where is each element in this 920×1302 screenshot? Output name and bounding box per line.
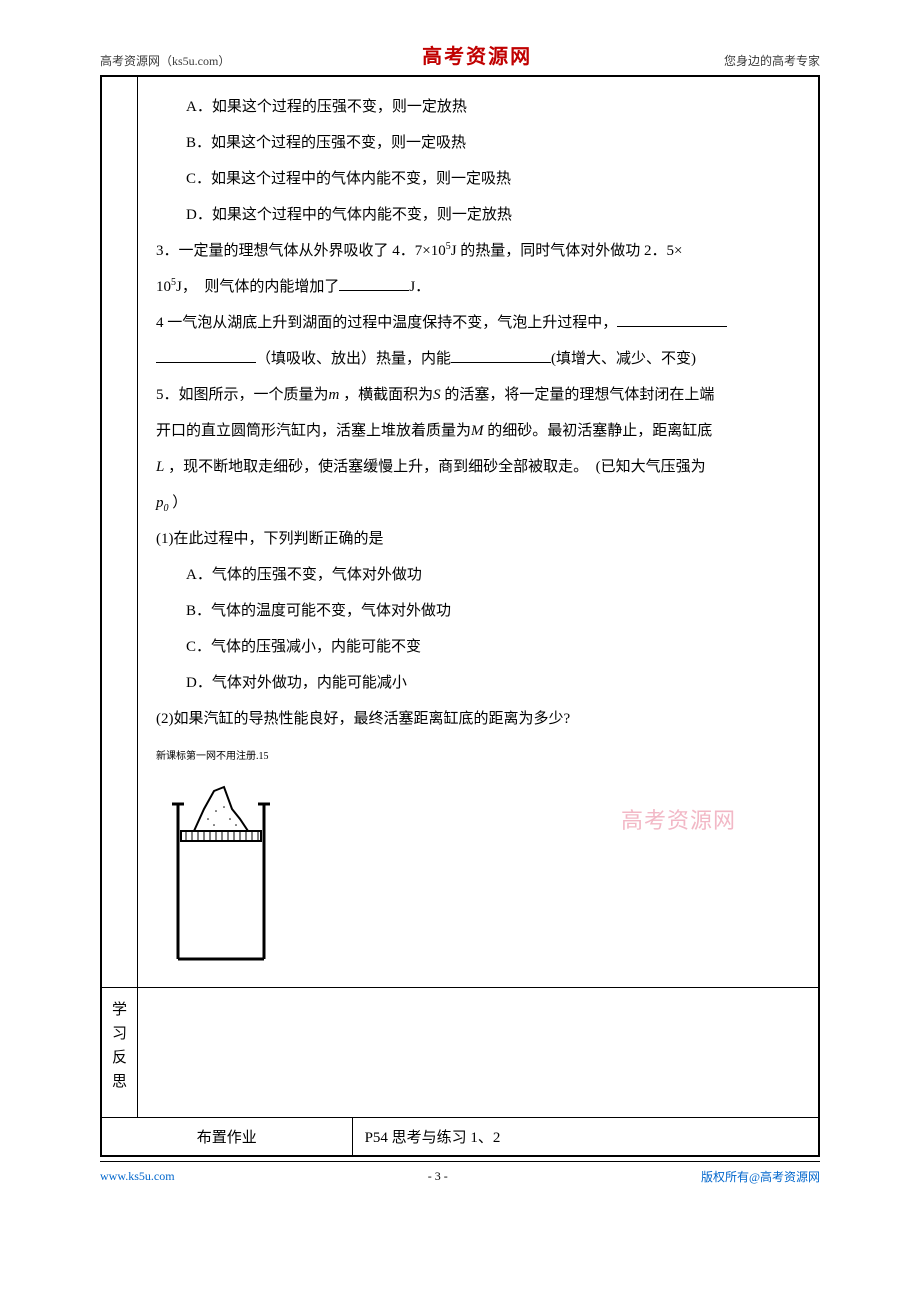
reflection-char-3: 反 (108, 1046, 131, 1070)
content-row: A．如果这个过程的压强不变，则一定放热 B．如果这个过程的压强不变，则一定吸热 … (102, 77, 819, 988)
reflection-char-4: 思 (108, 1070, 131, 1094)
q3-unit-1: J 的热量，同时气体对外做功 2．5× (451, 243, 683, 259)
q5-var-m: m (329, 387, 340, 403)
header-left-text: 高考资源网（ks5u.com） (100, 52, 230, 69)
question-5-sub1: (1)在此过程中，下列判断正确的是 (156, 521, 800, 557)
q3-text-1: 3．一定量的理想气体从外界吸收了 4．7×10 (156, 243, 446, 259)
q5-var-p0sub: 0 (164, 503, 169, 514)
q5-l2a: 开口的直立圆筒形汽缸内，活塞上堆放着质量为 (156, 423, 471, 439)
prev-option-b: B．如果这个过程的压强不变，则一定吸热 (156, 125, 800, 161)
question-4-line1: 4 一气泡从湖底上升到湖面的过程中温度保持不变，气泡上升过程中， (156, 305, 800, 341)
question-5-line2: 开口的直立圆筒形汽缸内，活塞上堆放着质量为M 的细砂。最初活塞静止，距离缸底 (156, 413, 800, 449)
q4-blank-3 (451, 348, 551, 363)
footer-page-number: - 3 - (428, 1169, 448, 1184)
reflection-content-cell (138, 988, 819, 1118)
left-label-cell (102, 77, 138, 988)
q5-option-d: D．气体对外做功，内能可能减小 (156, 665, 800, 701)
reflection-char-2: 习 (108, 1022, 131, 1046)
q5-var-p: p (156, 495, 164, 511)
homework-value-cell: P54 思考与练习 1、2 (352, 1118, 818, 1156)
footer-url: www.ks5u.com (100, 1169, 175, 1184)
questions-cell: A．如果这个过程的压强不变，则一定放热 B．如果这个过程的压强不变，则一定吸热 … (138, 77, 819, 988)
q3-text-2: 10 (156, 279, 171, 295)
q5-t1: 5．如图所示，一个质量为 (156, 387, 329, 403)
q4-text-1: 4 一气泡从湖底上升到湖面的过程中温度保持不变，气泡上升过程中， (156, 315, 617, 331)
q4-blank-1 (617, 312, 727, 327)
question-5-line4: p0 ） (156, 485, 800, 521)
q5-option-c: C．气体的压强减小，内能可能不变 (156, 629, 800, 665)
q4-text-3: (填增大、减少、不变) (551, 351, 696, 367)
q5-t3: 的活塞，将一定量的理想气体封闭在上端 (444, 387, 714, 403)
q5-l2b: 的细砂。最初活塞静止，距离缸底 (487, 423, 712, 439)
page-footer: www.ks5u.com - 3 - 版权所有@高考资源网 (60, 1162, 860, 1185)
prev-option-a: A．如果这个过程的压强不变，则一定放热 (156, 89, 800, 125)
q5-var-bigm: M (471, 423, 484, 439)
main-content-frame: A．如果这个过程的压强不变，则一定放热 B．如果这个过程的压强不变，则一定吸热 … (100, 75, 820, 1157)
question-5-sub2: (2)如果汽缸的导热性能良好，最终活塞距离缸底的距离为多少? (156, 701, 800, 737)
q5-t2: ，横截面积为 (343, 387, 433, 403)
watermark-text: 高考资源网 (621, 795, 736, 848)
cylinder-diagram-icon (156, 769, 291, 969)
q5-option-a: A．气体的压强不变，气体对外做功 (156, 557, 800, 593)
q3-blank (339, 276, 409, 291)
q5-paren: ） (172, 495, 187, 511)
header-right-text: 您身边的高考专家 (724, 52, 820, 69)
diagram-label: 新课标第一网不用注册.15 (156, 745, 291, 769)
reflection-label-cell: 学 习 反 思 (102, 988, 138, 1118)
q4-blank-2 (156, 348, 256, 363)
homework-label-cell: 布置作业 (102, 1118, 353, 1156)
question-3-line1: 3．一定量的理想气体从外界吸收了 4．7×105J 的热量，同时气体对外做功 2… (156, 233, 800, 269)
reflection-row: 学 习 反 思 (102, 988, 819, 1118)
q5-var-l: L (156, 459, 164, 475)
q3-unit-2: J， 则气体的内能增加了 (176, 279, 339, 295)
homework-row: 布置作业 P54 思考与练习 1、2 (102, 1118, 819, 1156)
q5-option-b: B．气体的温度可能不变，气体对外做功 (156, 593, 800, 629)
header-site-title: 高考资源网 (422, 40, 532, 69)
question-4-line2: （填吸收、放出）热量，内能 (填增大、减少、不变) (156, 341, 800, 377)
q4-text-2: （填吸收、放出）热量，内能 (256, 351, 451, 367)
question-3-line2: 105J， 则气体的内能增加了J． (156, 269, 800, 305)
q5-l3: ，现不断地取走细砂，使活塞缓慢上升，商到细砂全部被取走。 (已知大气压强为 (168, 459, 706, 475)
q5-var-s: S (433, 387, 441, 403)
footer-copyright: 版权所有@高考资源网 (701, 1168, 820, 1185)
page-header: 高考资源网（ks5u.com） 高考资源网 您身边的高考专家 (60, 40, 860, 69)
worksheet-table: A．如果这个过程的压强不变，则一定放热 B．如果这个过程的压强不变，则一定吸热 … (101, 76, 819, 1156)
question-5-line1: 5．如图所示，一个质量为m ，横截面积为S 的活塞，将一定量的理想气体封闭在上端 (156, 377, 800, 413)
q3-unit-3: J． (409, 279, 430, 295)
question-5-line3: L ，现不断地取走细砂，使活塞缓慢上升，商到细砂全部被取走。 (已知大气压强为 (156, 449, 800, 485)
prev-option-d: D．如果这个过程中的气体内能不变，则一定放热 (156, 197, 800, 233)
prev-option-c: C．如果这个过程中的气体内能不变，则一定吸热 (156, 161, 800, 197)
diagram-area: 新课标第一网不用注册.15 (156, 745, 800, 969)
reflection-char-1: 学 (108, 998, 131, 1022)
